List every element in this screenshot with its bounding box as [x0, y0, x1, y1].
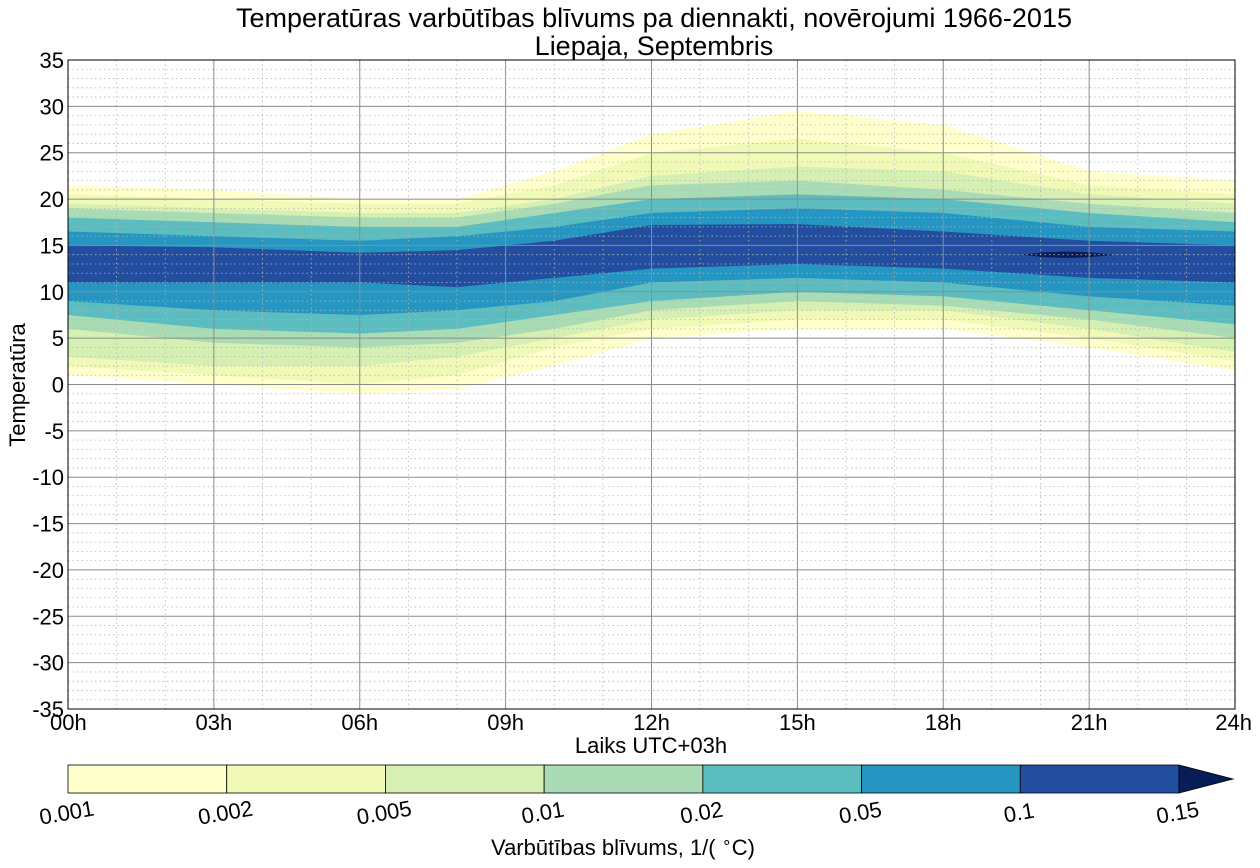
colorbar-segment: [385, 764, 545, 794]
colorbar-tick-label: 0.005: [355, 796, 414, 830]
y-tick-label: -25: [32, 604, 64, 629]
y-tick-label: -30: [32, 651, 64, 676]
colorbar-segment: [226, 764, 386, 794]
colorbar-segment: [1019, 764, 1180, 794]
x-axis-ticks: 00h 03h 06h 09h 12h 15h 18h 21h 24h: [50, 710, 1252, 735]
y-tick-label: -20: [32, 558, 64, 583]
y-tick-label: 10: [40, 280, 64, 305]
y-tick-label: 5: [52, 326, 64, 351]
y-tick-label: -10: [32, 465, 64, 490]
colorbar-tick-label: 0.05: [837, 797, 884, 829]
x-tick-label: 21h: [1071, 710, 1108, 735]
colorbar-extend-arrow: [1178, 764, 1235, 794]
colorbar-segment: [861, 764, 1021, 794]
y-axis-ticks: -35 -30 -25 -20 -15 -10 -5 0 5 10 15 20 25 30 35: [32, 48, 64, 722]
colorbar-label: Varbūtības blīvums, 1/( ∘C): [491, 834, 755, 860]
colorbar-segment: [702, 764, 862, 794]
y-tick-label: -15: [32, 512, 64, 537]
y-tick-label: 0: [52, 373, 64, 398]
colorbar-tick-label: 0.1: [1002, 798, 1036, 828]
x-tick-label: 06h: [341, 710, 378, 735]
x-tick-label: 24h: [1215, 710, 1252, 735]
x-tick-label: 03h: [196, 710, 233, 735]
colorbar-tick-label: 0.15: [1154, 797, 1201, 829]
x-axis-label: Laiks UTC+03h: [575, 733, 727, 758]
colorbar-segment: [543, 764, 704, 794]
y-tick-label: 15: [40, 233, 64, 258]
y-tick-label: 30: [40, 94, 64, 119]
y-tick-label: 25: [40, 141, 64, 166]
y-tick-label: -35: [32, 697, 64, 722]
colorbar: [67, 764, 1235, 794]
x-tick-label: 12h: [633, 710, 670, 735]
colorbar-segment: [67, 764, 228, 794]
colorbar-tick-label: 0.01: [520, 797, 567, 829]
y-tick-label: -5: [44, 419, 64, 444]
y-tick-label: 20: [40, 187, 64, 212]
y-axis-label: Temperatūra: [5, 322, 30, 446]
chart-subtitle: Liepaja, Septembris: [535, 31, 774, 61]
chart-title: Temperatūras varbūtības blīvums pa dienn…: [236, 3, 1072, 33]
x-tick-label: 09h: [487, 710, 524, 735]
y-tick-label: 35: [40, 48, 64, 73]
colorbar-tick-label: 0.002: [196, 796, 255, 830]
x-tick-label: 15h: [779, 710, 816, 735]
x-tick-label: 00h: [50, 710, 87, 735]
colorbar-tick-label: 0.02: [678, 797, 725, 829]
x-tick-label: 18h: [925, 710, 962, 735]
colorbar-ticks: 0.001 0.002 0.005 0.01 0.02 0.05 0.1 0.15: [37, 796, 1201, 830]
plot-frame: [67, 59, 1236, 710]
grid-lines: [68, 60, 1235, 709]
colorbar-tick-label: 0.001: [37, 796, 96, 830]
